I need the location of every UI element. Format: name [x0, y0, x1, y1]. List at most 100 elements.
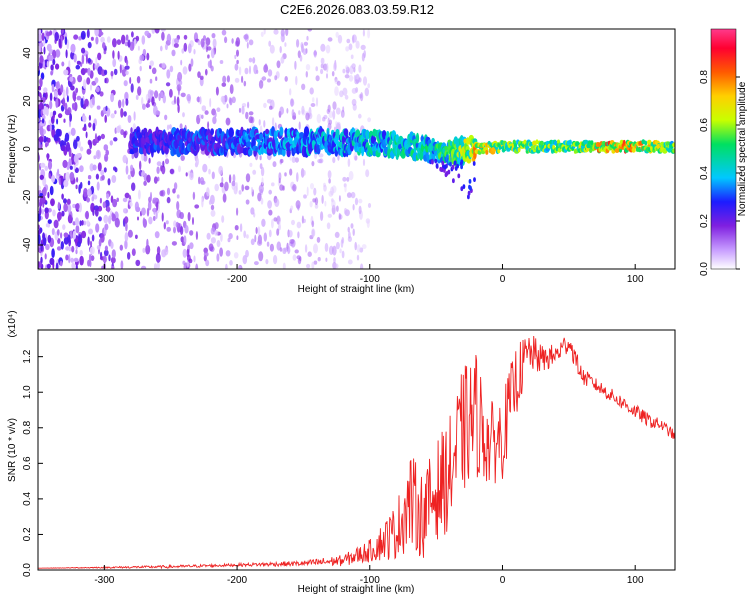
- noise-blob: [190, 58, 194, 67]
- noise-blob: [216, 253, 220, 262]
- y-tick-label: 0: [22, 146, 33, 152]
- ridge-tail-blob: [451, 164, 455, 170]
- noise-blob: [271, 117, 275, 127]
- noise-blob: [110, 241, 114, 249]
- noise-blob: [131, 31, 134, 38]
- noise-blob: [141, 265, 147, 269]
- noise-blob: [82, 115, 87, 123]
- noise-blob: [171, 49, 176, 57]
- noise-blob: [111, 265, 115, 269]
- ridge-tail-blob: [439, 166, 443, 172]
- noise-blob: [182, 248, 187, 258]
- y-tick-label: 1.0: [22, 385, 33, 399]
- noise-blob: [40, 242, 43, 252]
- noise-blob: [243, 230, 247, 239]
- noise-blob: [310, 103, 316, 107]
- noise-blob: [39, 126, 44, 136]
- noise-blob: [67, 214, 72, 224]
- noise-blob: [314, 197, 319, 206]
- noise-blob: [152, 215, 156, 221]
- noise-blob: [154, 231, 160, 239]
- noise-blob: [334, 231, 340, 238]
- noise-blob: [95, 86, 100, 93]
- noise-blob: [77, 74, 83, 83]
- noise-blob: [350, 223, 354, 229]
- noise-blob: [104, 245, 108, 252]
- noise-blob: [241, 184, 244, 192]
- noise-blob: [81, 230, 87, 239]
- noise-blob: [267, 69, 273, 77]
- noise-blob: [238, 265, 241, 269]
- noise-blob: [179, 123, 183, 129]
- noise-blob: [247, 101, 250, 109]
- noise-blob: [206, 187, 210, 197]
- noise-blob: [243, 34, 249, 40]
- colorbar-ticks: 0.0 0.2 0.4 0.6 0.8: [699, 70, 740, 276]
- noise-blob: [155, 252, 161, 263]
- noise-blob: [149, 90, 154, 96]
- ridge-blob: [196, 142, 200, 153]
- noise-blob: [182, 112, 185, 118]
- noise-blob: [297, 204, 300, 211]
- noise-blob: [100, 169, 105, 176]
- noise-blob: [38, 185, 41, 191]
- noise-blob: [260, 31, 264, 37]
- noise-blob: [90, 202, 95, 213]
- noise-blob: [162, 160, 165, 168]
- noise-blob: [65, 141, 71, 152]
- noise-blob: [325, 257, 328, 262]
- noise-blob: [166, 226, 171, 232]
- noise-blob: [229, 97, 233, 106]
- noise-blob: [71, 262, 76, 269]
- ridge-tail-blob: [469, 185, 472, 191]
- noise-blob: [82, 79, 87, 90]
- ridge-blob: [449, 140, 453, 146]
- colorbar: [710, 28, 737, 270]
- ridge-blob: [343, 128, 349, 137]
- noise-blob: [339, 248, 342, 254]
- noise-blob: [99, 91, 104, 97]
- noise-blob: [57, 168, 60, 177]
- noise-blob: [49, 100, 53, 110]
- noise-blob: [59, 260, 63, 267]
- noise-blob: [87, 67, 91, 76]
- ridge-blob: [164, 146, 169, 155]
- noise-blob: [244, 67, 249, 75]
- noise-blob: [189, 172, 194, 181]
- ridge-blob: [248, 148, 253, 156]
- noise-blob: [336, 205, 339, 212]
- noise-blob: [211, 33, 216, 39]
- ridge-blob: [289, 137, 293, 145]
- noise-blob: [157, 176, 160, 182]
- noise-blob: [311, 97, 315, 103]
- noise-blob: [143, 180, 147, 186]
- noise-blob: [180, 212, 184, 220]
- noise-blob: [39, 206, 42, 216]
- noise-blob: [245, 111, 249, 120]
- noise-blob: [153, 176, 158, 184]
- noise-blob: [346, 177, 350, 182]
- noise-blob: [354, 241, 358, 251]
- ridge-tail-blob: [467, 194, 470, 200]
- noise-blob: [105, 105, 108, 111]
- noise-blob: [86, 148, 92, 155]
- noise-blob: [324, 200, 327, 207]
- noise-blob: [83, 220, 86, 226]
- noise-blob: [88, 114, 91, 121]
- noise-blob: [208, 199, 212, 205]
- noise-blob: [62, 89, 66, 99]
- noise-blob: [350, 54, 354, 60]
- ridge-tail-blob: [457, 173, 461, 179]
- noise-blob: [79, 249, 83, 256]
- noise-blob: [276, 228, 280, 236]
- noise-blob: [352, 34, 355, 44]
- noise-blob: [108, 254, 111, 262]
- noise-blob: [88, 122, 92, 128]
- noise-blob: [156, 261, 160, 269]
- noise-blob: [47, 234, 52, 244]
- noise-blob: [282, 262, 286, 269]
- noise-blob: [232, 174, 236, 183]
- ridge-tail-blob: [443, 164, 447, 170]
- noise-blob: [334, 263, 339, 269]
- ridge-blob: [303, 126, 310, 138]
